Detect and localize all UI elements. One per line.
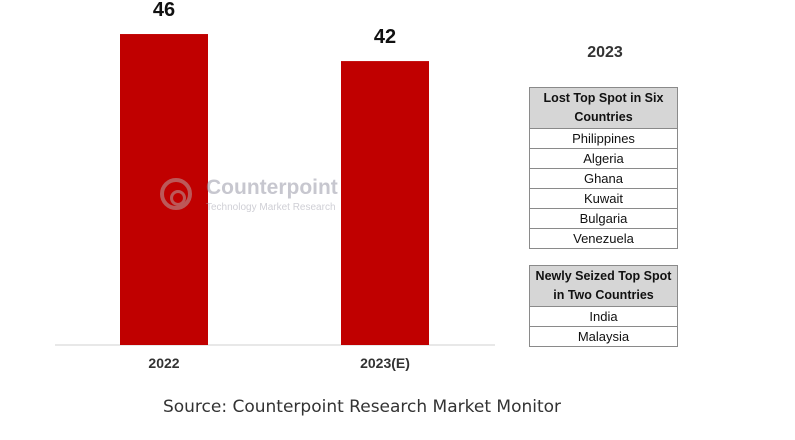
data-label: 42 xyxy=(374,26,396,48)
seized-country-cell: Malaysia xyxy=(529,326,678,347)
data-label: 46 xyxy=(153,0,175,21)
watermark-tagline: Technology Market Research xyxy=(206,202,336,213)
bar-2023e xyxy=(341,61,429,346)
newly-seized-table: Newly Seized Top Spot in Two Countries I… xyxy=(529,265,678,347)
source-note: Source: Counterpoint Research Market Mon… xyxy=(162,397,562,417)
counterpoint-logo-icon xyxy=(160,178,192,210)
seized-country-cell: India xyxy=(529,306,678,327)
lost-country-cell: Kuwait xyxy=(529,188,678,209)
lost-table-header: Lost Top Spot in Six Countries xyxy=(529,87,678,129)
side-panel-title: 2023 xyxy=(587,44,623,61)
counterpoint-watermark: Counterpoint Technology Market Research xyxy=(160,176,370,226)
lost-country-cell: Algeria xyxy=(529,148,678,169)
lost-country-cell: Ghana xyxy=(529,168,678,189)
lost-top-spot-table: Lost Top Spot in Six Countries Philippin… xyxy=(529,87,678,249)
seized-table-header: Newly Seized Top Spot in Two Countries xyxy=(529,265,678,307)
x-tick-label: 2023(E) xyxy=(360,355,410,371)
lost-country-cell: Bulgaria xyxy=(529,208,678,229)
x-tick-label: 2022 xyxy=(148,355,179,371)
lost-country-cell: Venezuela xyxy=(529,228,678,249)
watermark-name: Counterpoint xyxy=(206,176,338,199)
lost-country-cell: Philippines xyxy=(529,128,678,149)
